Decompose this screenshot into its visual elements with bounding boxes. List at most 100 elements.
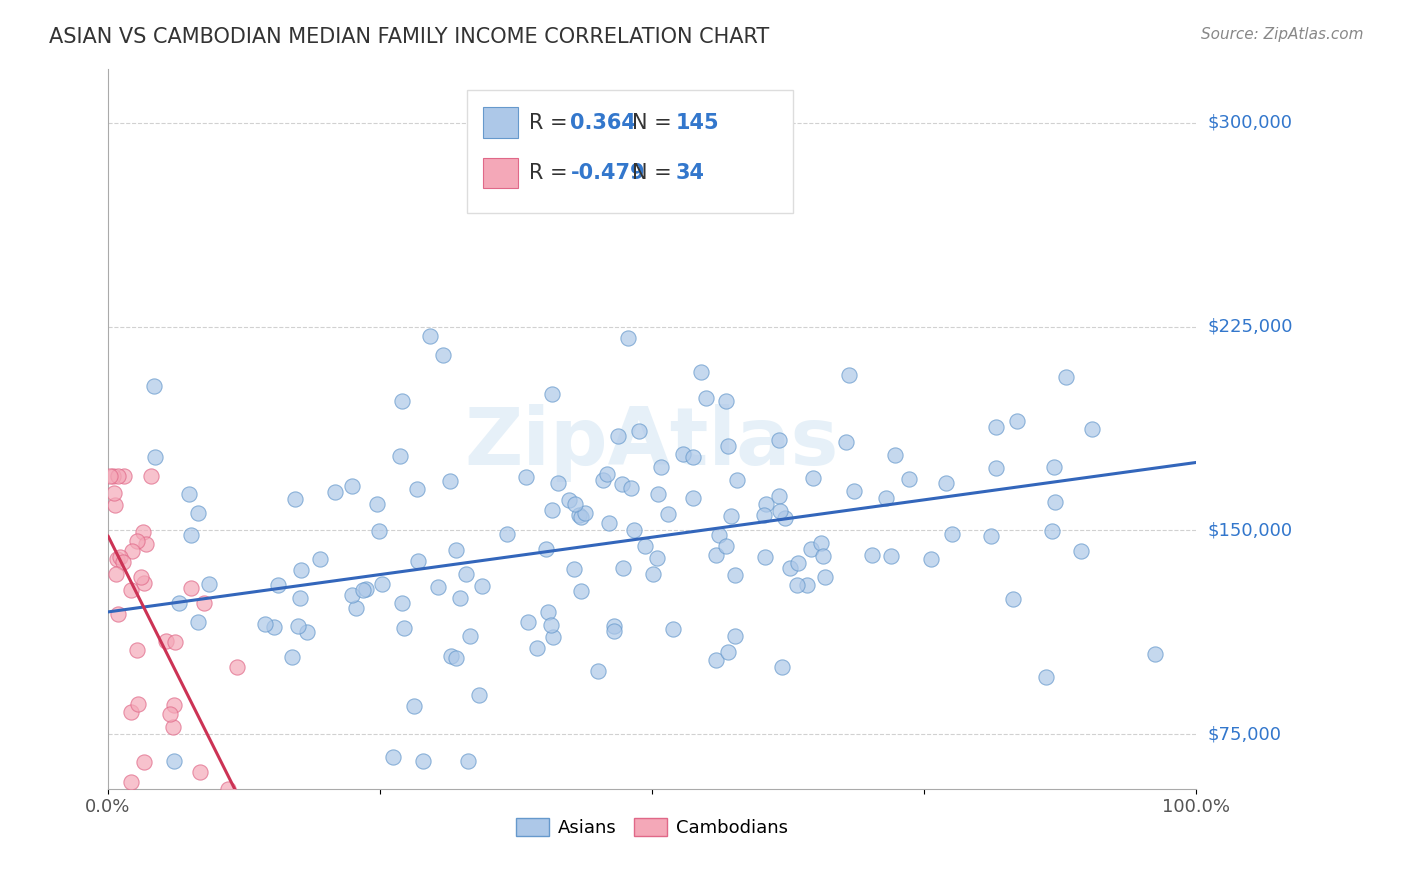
Point bbox=[458, 629, 481, 643]
Point bbox=[406, 482, 429, 496]
Point bbox=[786, 556, 808, 570]
Point bbox=[1042, 460, 1064, 475]
Point bbox=[284, 491, 307, 506]
Point bbox=[623, 523, 645, 537]
Point bbox=[406, 554, 429, 568]
Point bbox=[263, 620, 285, 634]
Point bbox=[768, 433, 790, 447]
Point bbox=[120, 582, 142, 597]
Point bbox=[290, 563, 312, 577]
Point bbox=[695, 391, 717, 405]
Text: N =: N = bbox=[633, 163, 679, 183]
Point bbox=[1040, 524, 1063, 539]
Point bbox=[1035, 670, 1057, 684]
Point bbox=[419, 329, 441, 343]
Point bbox=[562, 562, 585, 576]
Point bbox=[596, 467, 619, 481]
Point bbox=[135, 537, 157, 551]
Point bbox=[627, 424, 650, 438]
Point bbox=[558, 492, 581, 507]
Point bbox=[295, 624, 318, 639]
Point bbox=[786, 578, 808, 592]
Point bbox=[844, 484, 866, 499]
Point bbox=[723, 568, 745, 582]
Point bbox=[884, 448, 907, 462]
Text: $150,000: $150,000 bbox=[1208, 522, 1292, 540]
Point bbox=[1001, 592, 1024, 607]
Point bbox=[432, 348, 454, 362]
Point bbox=[105, 552, 128, 566]
Point bbox=[155, 633, 177, 648]
Point bbox=[534, 542, 557, 557]
Point bbox=[217, 781, 239, 796]
Point bbox=[440, 648, 463, 663]
Point bbox=[641, 567, 664, 582]
Point bbox=[650, 460, 672, 475]
Point bbox=[612, 560, 634, 574]
Point bbox=[682, 450, 704, 465]
Point bbox=[717, 439, 740, 453]
Point bbox=[723, 629, 745, 643]
Point bbox=[714, 539, 737, 553]
Point bbox=[127, 698, 149, 712]
Point bbox=[352, 582, 374, 597]
Point bbox=[457, 755, 479, 769]
FancyBboxPatch shape bbox=[484, 158, 519, 188]
Point bbox=[657, 508, 679, 522]
Point bbox=[1081, 422, 1104, 436]
Point bbox=[112, 555, 135, 569]
Point bbox=[540, 617, 562, 632]
Text: R =: R = bbox=[529, 112, 574, 133]
Point bbox=[598, 516, 620, 531]
Point bbox=[770, 660, 793, 674]
FancyBboxPatch shape bbox=[467, 90, 793, 212]
Point bbox=[129, 570, 152, 584]
Point bbox=[682, 491, 704, 505]
Point bbox=[814, 570, 837, 584]
Point bbox=[1043, 494, 1066, 508]
Point bbox=[754, 508, 776, 522]
Point bbox=[287, 619, 309, 633]
Point bbox=[167, 596, 190, 610]
Point bbox=[367, 524, 389, 538]
Point bbox=[564, 497, 586, 511]
Point bbox=[449, 591, 471, 605]
Point bbox=[898, 472, 921, 486]
Point bbox=[592, 473, 614, 487]
Point bbox=[569, 510, 592, 524]
Point bbox=[456, 566, 478, 581]
Point bbox=[634, 539, 657, 553]
Point bbox=[574, 506, 596, 520]
Text: $300,000: $300,000 bbox=[1208, 114, 1292, 132]
Point bbox=[112, 469, 135, 483]
Text: ZipAtlas: ZipAtlas bbox=[465, 404, 839, 482]
Point bbox=[104, 498, 127, 512]
Point bbox=[468, 688, 491, 702]
Point bbox=[602, 619, 624, 633]
Point bbox=[392, 621, 415, 635]
Point bbox=[134, 576, 156, 591]
Point bbox=[281, 649, 304, 664]
Point bbox=[132, 755, 155, 769]
Point bbox=[541, 630, 564, 644]
Point bbox=[706, 653, 728, 667]
Point bbox=[986, 460, 1008, 475]
Point bbox=[876, 491, 898, 505]
Point bbox=[197, 577, 219, 591]
Point bbox=[862, 549, 884, 563]
Legend: Asians, Cambodians: Asians, Cambodians bbox=[509, 811, 796, 845]
Point bbox=[617, 331, 640, 345]
Point bbox=[568, 508, 591, 522]
Point bbox=[104, 566, 127, 581]
Point bbox=[391, 596, 413, 610]
Point bbox=[163, 635, 186, 649]
Point bbox=[672, 447, 695, 461]
Point bbox=[717, 645, 740, 659]
Point bbox=[446, 650, 468, 665]
Point bbox=[354, 582, 377, 596]
Point bbox=[180, 581, 202, 595]
Point bbox=[132, 525, 155, 540]
Point bbox=[159, 706, 181, 721]
Point bbox=[941, 527, 963, 541]
Point bbox=[880, 549, 903, 564]
